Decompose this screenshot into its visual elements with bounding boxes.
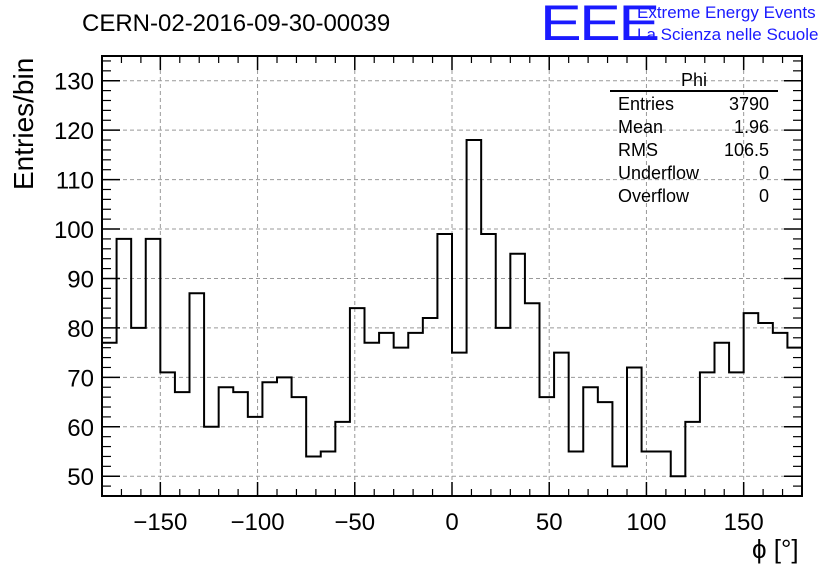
stats-value-overflow: 0 bbox=[759, 186, 769, 206]
y-tick-label: 120 bbox=[54, 118, 94, 145]
y-tick-labels: 50 60 70 80 90 100 110 120 130 bbox=[54, 69, 94, 492]
stats-box: Phi Entries 3790 Mean 1.96 RMS 106.5 Und… bbox=[610, 70, 778, 206]
stats-box-title: Phi bbox=[681, 70, 707, 90]
stats-value-mean: 1.96 bbox=[734, 117, 769, 137]
y-tick-label: 70 bbox=[67, 365, 94, 392]
axis-ticks bbox=[101, 56, 803, 497]
x-axis-label: ϕ [°] bbox=[752, 534, 799, 564]
x-tick-label: 50 bbox=[536, 509, 563, 536]
x-tick-label: −150 bbox=[133, 509, 187, 536]
y-tick-label: 60 bbox=[67, 415, 94, 442]
y-tick-label: 130 bbox=[54, 69, 94, 96]
x-tick-label: −100 bbox=[231, 509, 285, 536]
stats-value-underflow: 0 bbox=[759, 163, 769, 183]
y-tick-label: 80 bbox=[67, 316, 94, 343]
histogram-series bbox=[101, 139, 803, 496]
logo-subtitle-2: La Scienza nelle Scuole bbox=[637, 25, 819, 44]
y-tick-label: 100 bbox=[54, 217, 94, 244]
y-tick-label: 90 bbox=[67, 266, 94, 293]
eee-logo: EEE bbox=[540, 0, 660, 51]
x-tick-label: 100 bbox=[626, 509, 666, 536]
y-tick-label: 110 bbox=[56, 168, 94, 195]
stats-label-mean: Mean bbox=[618, 117, 663, 137]
stats-label-rms: RMS bbox=[618, 140, 658, 160]
x-tick-label: 0 bbox=[445, 509, 458, 536]
x-tick-label: −50 bbox=[334, 509, 375, 536]
x-tick-labels: −150 −100 −50 0 50 100 150 bbox=[133, 509, 763, 536]
logo-subtitle-1: Extreme Energy Events bbox=[637, 3, 816, 22]
stats-value-entries: 3790 bbox=[729, 94, 769, 114]
plot-title: CERN-02-2016-09-30-00039 bbox=[82, 10, 391, 37]
stats-label-overflow: Overflow bbox=[618, 186, 690, 206]
stats-label-underflow: Underflow bbox=[618, 163, 700, 183]
y-tick-label: 50 bbox=[67, 464, 94, 491]
x-tick-label: 150 bbox=[724, 509, 764, 536]
y-axis-label: Entries/bin bbox=[8, 57, 39, 190]
stats-value-rms: 106.5 bbox=[724, 140, 769, 160]
stats-label-entries: Entries bbox=[618, 94, 674, 114]
